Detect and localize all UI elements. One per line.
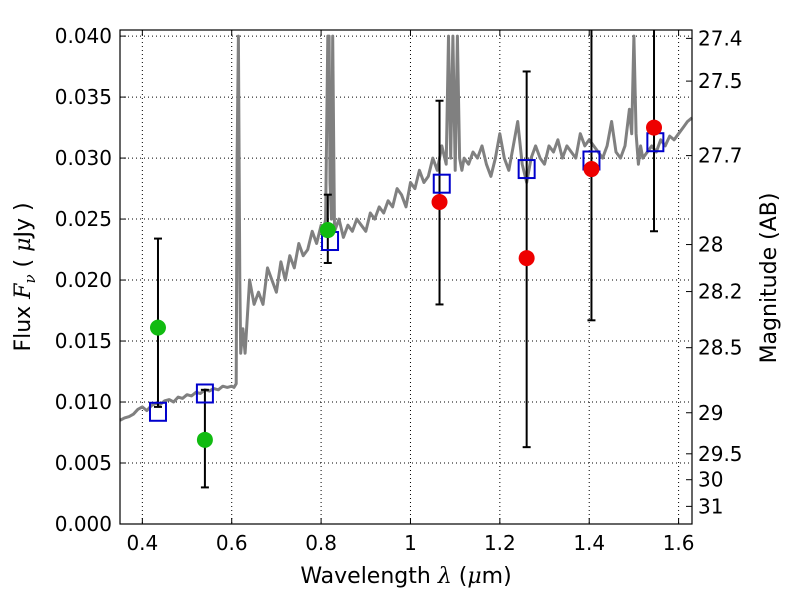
- nir-flux-point: [518, 250, 535, 267]
- nir-flux-point: [431, 193, 448, 210]
- y-tick-label: 0.025: [55, 207, 112, 231]
- photometry-markers: [149, 119, 663, 448]
- grid-lines: [120, 30, 692, 524]
- y-tick-label: 0.015: [55, 329, 112, 353]
- plot-frame: [119, 29, 693, 525]
- y-axis-ticks: 0.000 0.005 0.010 0.015 0.020 0.025 0.030 0.035…: [55, 24, 126, 536]
- optical-flux-point: [196, 431, 213, 448]
- x-axis-label: Wavelength λ (μm): [300, 564, 511, 589]
- x-tick-label: 1: [404, 531, 417, 555]
- y-axis-label: Flux Fν ( μJy ): [11, 202, 39, 351]
- magnitude-tick-label: 28.5: [698, 336, 743, 360]
- y-tick-label: 0.020: [55, 268, 112, 292]
- nir-flux-point: [646, 119, 663, 136]
- magnitude-tick-label: 28: [698, 233, 723, 257]
- y-tick-label: 0.005: [55, 451, 112, 475]
- magnitude-tick-label: 30: [698, 468, 723, 492]
- magnitude-tick-label: 27.7: [698, 144, 743, 168]
- optical-flux-point: [319, 222, 336, 239]
- template-flux-square: [517, 159, 536, 180]
- template-markers: [148, 132, 665, 422]
- magnitude-tick-label: 27.5: [698, 69, 743, 93]
- magnitude-tick-label: 31: [698, 494, 723, 518]
- template-flux-square: [195, 383, 214, 404]
- error-bars: [153, 30, 659, 489]
- y-tick-label: 0.040: [55, 24, 112, 48]
- x-tick-label: 1.2: [484, 531, 516, 555]
- magnitude-tick-label: 28.2: [698, 280, 743, 304]
- model-spectrum: [119, 34, 693, 422]
- magnitude-tick-label: 29.5: [698, 442, 743, 466]
- x-tick-label: 0.8: [305, 531, 337, 555]
- y-tick-label: 0.000: [55, 512, 112, 536]
- magnitude-tick-label: 27.4: [698, 26, 743, 50]
- template-flux-square: [432, 173, 451, 194]
- y-tick-label: 0.035: [55, 85, 112, 109]
- y-tick-label: 0.010: [55, 390, 112, 414]
- x-tick-label: 0.4: [126, 531, 158, 555]
- magnitude-tick-label: 29: [698, 401, 723, 425]
- magnitude-axis-label: Magnitude (AB): [757, 193, 782, 364]
- nir-flux-point: [583, 161, 600, 178]
- x-tick-label: 1.4: [573, 531, 605, 555]
- optical-flux-point: [149, 319, 166, 336]
- x-tick-label: 0.6: [216, 531, 248, 555]
- y-tick-label: 0.030: [55, 146, 112, 170]
- model-spectrum-line: [119, 34, 693, 422]
- x-tick-label: 1.6: [663, 531, 695, 555]
- template-flux-square: [148, 401, 167, 422]
- x-axis-ticks: 0.4 0.6 0.8 1 1.2 1.4 1.6: [126, 30, 695, 555]
